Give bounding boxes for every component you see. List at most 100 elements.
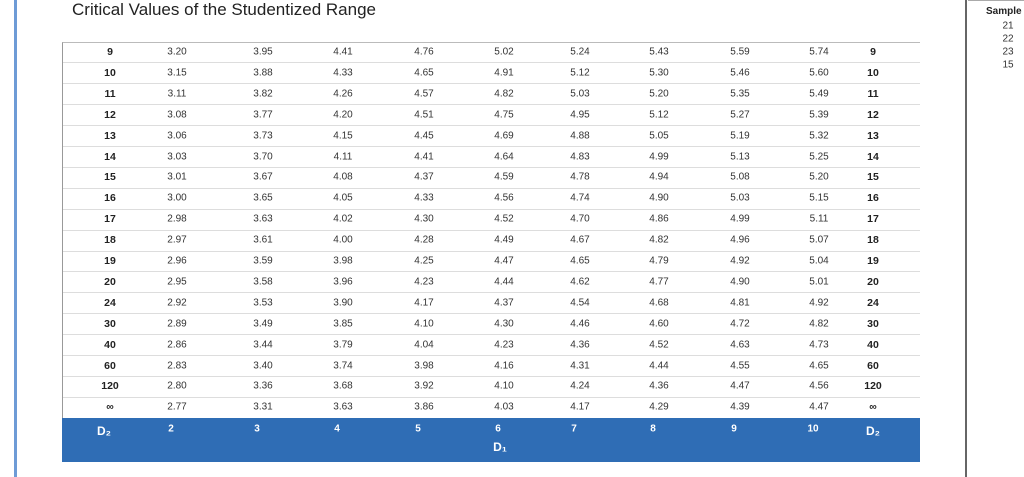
- value-cell: 4.99: [649, 151, 669, 162]
- row-separator: [63, 229, 920, 231]
- value-cell: 3.49: [253, 318, 273, 330]
- row-label: 16: [104, 192, 116, 205]
- value-cell: 3.90: [333, 297, 353, 309]
- value-cell: 5.25: [809, 151, 829, 162]
- value-cell: 4.11: [333, 151, 353, 162]
- value-cell: 3.67: [253, 171, 273, 183]
- footer-column: 9: [731, 423, 737, 435]
- value-cell: 5.11: [809, 213, 829, 225]
- row-label: 60: [104, 359, 116, 372]
- row-label-right: 12: [867, 108, 879, 121]
- value-cell: 3.88: [253, 67, 273, 79]
- value-cell: 4.17: [414, 297, 434, 309]
- value-cell: 3.82: [253, 88, 273, 100]
- value-cell: 4.92: [730, 255, 750, 267]
- value-cell: 5.74: [809, 46, 829, 58]
- row-label: 10: [104, 66, 116, 79]
- footer-row-label-right: D₂: [866, 424, 880, 438]
- value-cell: 4.36: [649, 380, 669, 392]
- value-cell: 3.03: [167, 151, 187, 162]
- value-cell: 5.24: [570, 46, 590, 58]
- value-cell: 2.96: [167, 255, 187, 267]
- row-separator: [63, 104, 920, 106]
- value-cell: 4.04: [414, 339, 434, 351]
- value-cell: 4.02: [333, 213, 353, 225]
- value-cell: 4.05: [333, 192, 353, 204]
- row-separator: [63, 62, 920, 64]
- value-cell: 2.83: [167, 360, 187, 371]
- value-cell: 2.97: [167, 234, 187, 246]
- value-cell: 4.03: [494, 401, 514, 413]
- row-label: 12: [104, 108, 116, 121]
- value-cell: 4.99: [730, 213, 750, 225]
- value-cell: 5.19: [730, 130, 750, 142]
- value-cell: 3.11: [167, 88, 187, 100]
- value-cell: 3.74: [333, 360, 353, 371]
- value-cell: 4.83: [570, 151, 590, 162]
- footer-column: 6: [495, 423, 501, 435]
- value-cell: 3.44: [253, 339, 273, 351]
- value-cell: 4.08: [333, 171, 353, 183]
- sidebar-rule: [965, 0, 967, 477]
- value-cell: 4.33: [414, 192, 434, 204]
- row-label-right: 14: [867, 150, 879, 163]
- row-label-right: 24: [867, 296, 879, 309]
- value-cell: 4.39: [730, 401, 750, 413]
- footer-column: 5: [415, 423, 421, 435]
- value-cell: 4.25: [414, 255, 434, 267]
- row-label-right: 11: [867, 87, 879, 100]
- value-cell: 5.60: [809, 67, 829, 79]
- value-cell: 4.82: [649, 234, 669, 246]
- value-cell: 5.03: [570, 88, 590, 100]
- sidebar: Sample 21 22 23 15: [968, 0, 1024, 477]
- row-label: 14: [104, 150, 116, 163]
- value-cell: 4.70: [570, 213, 590, 225]
- value-cell: 5.01: [809, 276, 829, 288]
- row-separator: [63, 396, 920, 398]
- value-cell: 4.65: [570, 255, 590, 267]
- row-separator: [63, 208, 920, 210]
- value-cell: 3.40: [253, 360, 273, 371]
- row-label: ∞: [106, 401, 114, 414]
- row-label-right: 30: [867, 317, 879, 330]
- footer-column: 8: [650, 423, 656, 435]
- value-cell: 4.29: [649, 401, 669, 413]
- value-cell: 4.91: [494, 67, 514, 79]
- value-cell: 5.03: [730, 192, 750, 204]
- row-label-right: 120: [864, 380, 882, 393]
- value-cell: 3.00: [167, 192, 187, 204]
- value-cell: 4.88: [570, 130, 590, 142]
- row-label-right: 16: [867, 192, 879, 205]
- value-cell: 3.73: [253, 130, 273, 142]
- value-cell: 3.63: [333, 401, 353, 413]
- value-cell: 3.63: [253, 213, 273, 225]
- value-cell: 4.49: [494, 234, 514, 246]
- value-cell: 4.82: [809, 318, 829, 330]
- value-cell: 4.92: [809, 297, 829, 309]
- value-cell: 4.44: [494, 276, 514, 288]
- footer-column: 10: [807, 423, 819, 435]
- value-cell: 5.43: [649, 46, 669, 58]
- row-label: 11: [104, 87, 116, 100]
- value-cell: 4.81: [730, 297, 750, 309]
- value-cell: 4.79: [649, 255, 669, 267]
- value-cell: 3.20: [167, 46, 187, 58]
- value-cell: 3.08: [167, 109, 187, 121]
- row-label: 17: [104, 213, 116, 226]
- footer-column: 7: [571, 423, 577, 435]
- value-cell: 4.90: [649, 192, 669, 204]
- value-cell: 5.20: [649, 88, 669, 100]
- row-separator: [63, 313, 920, 315]
- row-separator: [63, 146, 920, 148]
- row-label: 15: [104, 171, 116, 184]
- row-label-right: ∞: [869, 401, 877, 414]
- value-cell: 5.12: [649, 109, 669, 121]
- value-cell: 4.16: [494, 360, 514, 371]
- value-cell: 3.85: [333, 318, 353, 330]
- row-label-right: 9: [870, 46, 876, 58]
- value-cell: 4.23: [414, 276, 434, 288]
- value-cell: 5.46: [730, 67, 750, 79]
- value-cell: 5.49: [809, 88, 829, 100]
- value-cell: 4.46: [570, 318, 590, 330]
- row-label: 19: [104, 255, 116, 267]
